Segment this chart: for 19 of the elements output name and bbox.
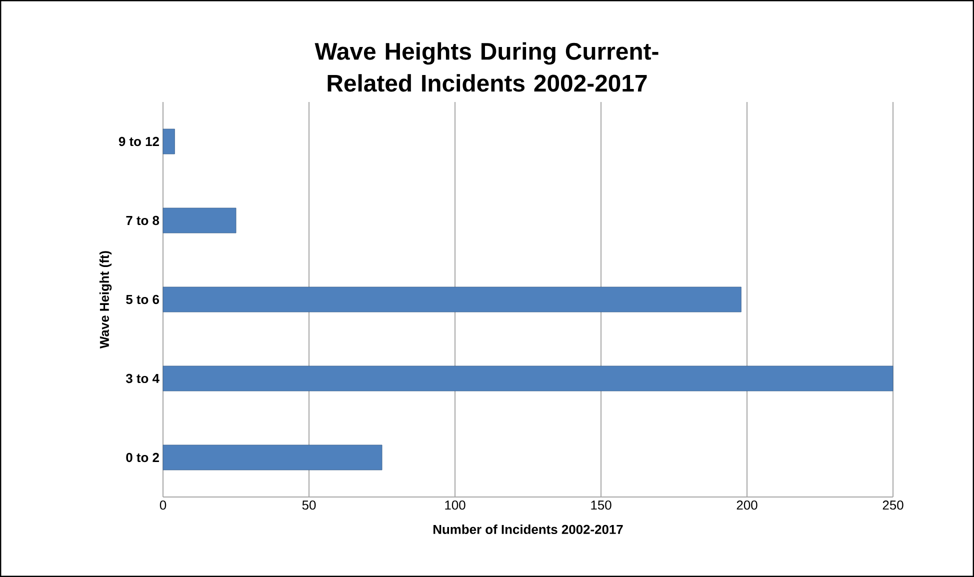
bar: [162, 444, 382, 470]
x-tick-label: 0: [160, 500, 166, 510]
x-tick-label: 50: [302, 500, 316, 510]
bar: [162, 286, 742, 312]
bar: [162, 128, 175, 154]
y-tick-label: 5 to 6: [126, 294, 160, 304]
y-tick-label: 9 to 12: [118, 136, 159, 146]
x-tick-label: 150: [591, 500, 612, 510]
y-axis-title: Wave Height (ft): [99, 251, 112, 349]
y-tick-label: 3 to 4: [126, 374, 160, 384]
chart-title: Wave Heights During Current-Related Incidents 2002-2017: [314, 42, 658, 92]
x-tick-label: 250: [882, 500, 904, 510]
bar: [162, 208, 236, 234]
x-axis-title: Number of Incidents 2002-2017: [434, 524, 623, 534]
y-tick-label: 7 to 8: [126, 216, 160, 226]
y-tick-label: 0 to 2: [126, 452, 159, 462]
bar: [162, 366, 894, 392]
x-tick-label: 100: [445, 500, 466, 510]
x-tick-label: 200: [736, 500, 758, 510]
